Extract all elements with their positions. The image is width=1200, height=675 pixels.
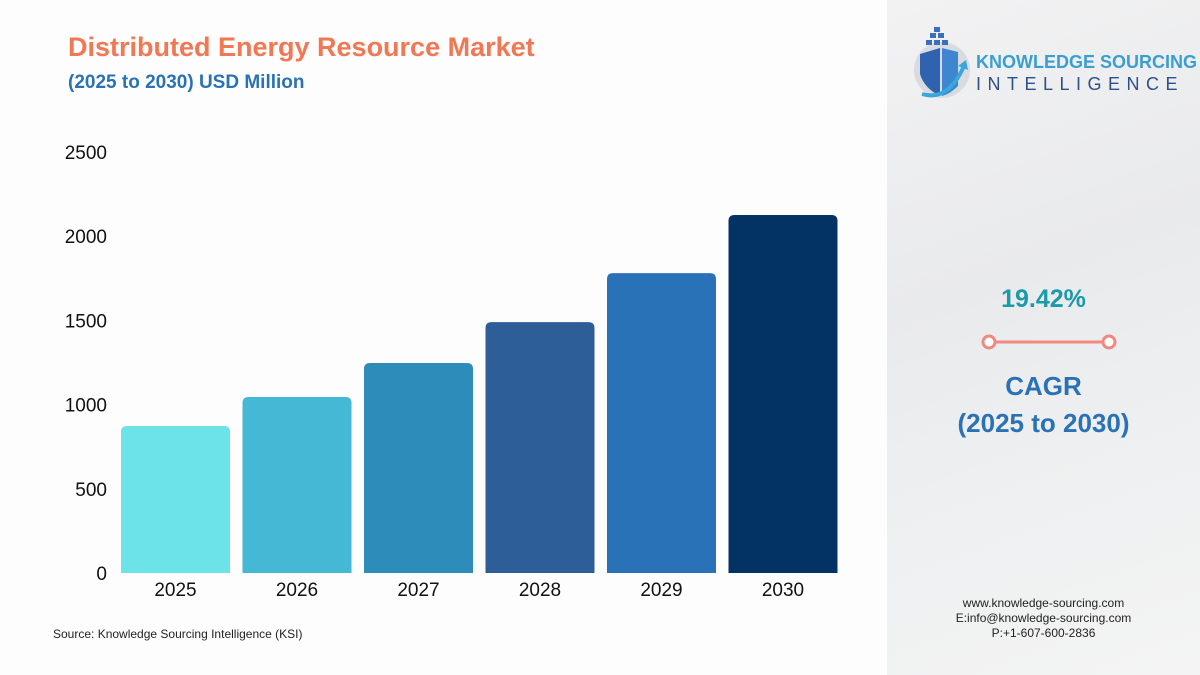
bar-2025 [121,425,230,573]
source-note: Source: Knowledge Sourcing Intelligence … [53,627,303,641]
x-tick-label: 2028 [519,580,561,601]
bar-chart: 0 500 1000 1500 2000 2500 2025 2026 2027 2028 2029… [65,143,838,601]
cagr-label: CAGR (2025 to 2030) [887,368,1200,442]
phone-text: P:+1-607-600-2836 [991,626,1096,640]
cagr-period: (2025 to 2030) [957,408,1130,438]
chart-title: Distributed Energy Resource Market [68,32,535,62]
y-tick-label: 1500 [65,311,107,332]
bar-2026 [242,397,352,573]
bar-2027 [364,363,473,573]
website-link[interactable]: www.knowledge-sourcing.com [962,596,1125,610]
email-link[interactable]: E:info@knowledge-sourcing.com [955,611,1132,625]
ksi-logo: KNOWLEDGE SOURCING INTELLIGENCE [912,26,1197,106]
cagr-value: 19.42% [1001,285,1086,313]
logo-text: INTELLIGENCE [976,74,1185,94]
y-tick-label: 500 [75,480,107,501]
logo-text: KNOWLEDGE SOURCING [976,52,1198,72]
contact-info: www.knowledge-sourcing.com E:info@knowle… [887,596,1200,641]
y-tick-label: 2500 [65,143,107,164]
x-tick-label: 2030 [762,580,804,601]
y-tick-label: 1000 [65,396,107,417]
cagr-divider [981,334,1117,350]
logo-icon [914,27,970,98]
y-tick-label: 0 [96,564,107,585]
bar-2029 [607,273,716,573]
chart-subtitle: (2025 to 2030) USD Million [68,72,305,93]
x-tick-label: 2026 [276,580,318,601]
bar-2030 [728,214,838,573]
cagr-label-text: CAGR [1005,371,1082,401]
x-tick-label: 2029 [640,580,682,601]
x-tick-label: 2025 [154,580,196,601]
side-panel [887,0,1200,675]
x-tick-label: 2027 [397,580,439,601]
y-tick-label: 2000 [65,227,107,248]
bar-2028 [485,322,595,573]
